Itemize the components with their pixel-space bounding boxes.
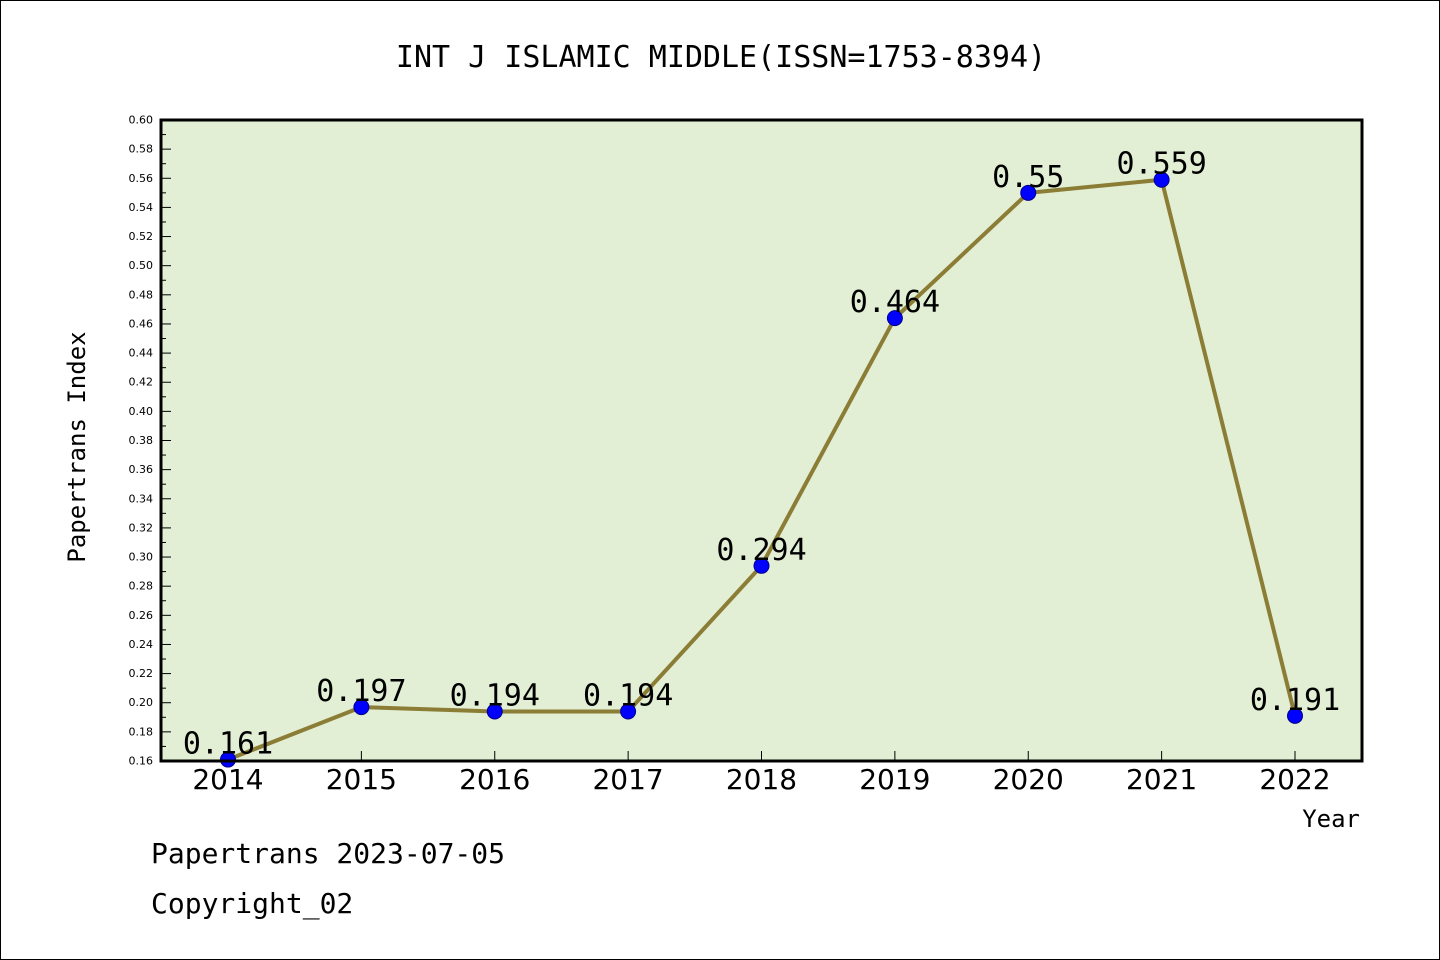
x-tick-label: 2017 (592, 763, 663, 796)
x-tick-label: 2020 (993, 763, 1064, 796)
y-tick-label: 0.30 (129, 551, 154, 564)
x-axis: 2014 2015 2016 2017 2018 2019 2020 2021 2022 (192, 751, 1331, 796)
data-label: 0.197 (316, 674, 406, 709)
plot-frame (159, 118, 1364, 763)
data-point (1020, 184, 1037, 201)
y-tick-label: 0.18 (129, 725, 154, 738)
y-tick-label: 0.40 (129, 405, 154, 418)
data-label: 0.161 (183, 727, 273, 762)
y-axis-label: Papertrans Index (63, 331, 91, 562)
y-tick-label: 0.58 (129, 143, 154, 156)
plot-area (161, 120, 1362, 761)
y-tick-label: 0.24 (129, 638, 154, 651)
y-tick-label: 0.38 (129, 434, 154, 447)
y-tick-label: 0.36 (129, 463, 154, 476)
y-tick-label: 0.50 (129, 259, 154, 272)
data-point (486, 703, 503, 720)
x-tick-label: 2022 (1259, 763, 1330, 796)
data-label: 0.191 (1250, 683, 1340, 718)
y-axis: 0.16 0.18 0.20 0.22 0.24 0.26 0.28 0.30 0.32 0.34… (129, 114, 171, 768)
data-point (753, 557, 770, 574)
footer-date: Papertrans 2023-07-05 (151, 837, 506, 870)
y-tick-label: 0.52 (129, 230, 154, 243)
y-tick-label: 0.28 (129, 580, 154, 593)
y-tick-label: 0.48 (129, 288, 154, 301)
y-tick-label: 0.22 (129, 667, 154, 680)
data-point (1287, 707, 1303, 724)
y-tick-label: 0.16 (129, 755, 154, 768)
y-tick-label: 0.26 (129, 609, 154, 622)
footer-copyright: Copyright_02 (151, 887, 354, 920)
chart-title: INT J ISLAMIC MIDDLE(ISSN=1753-8394) (396, 40, 1046, 75)
x-tick-label: 2016 (459, 763, 530, 796)
y-tick-label: 0.46 (129, 317, 154, 330)
data-point (353, 699, 370, 716)
data-point (620, 703, 637, 720)
y-tick-label: 0.34 (129, 492, 154, 505)
y-tick-label: 0.56 (129, 172, 154, 185)
x-tick-label: 2019 (859, 763, 930, 796)
y-tick-label: 0.20 (129, 696, 154, 709)
data-point (886, 310, 903, 327)
y-tick-label: 0.42 (129, 376, 154, 389)
data-label: 0.194 (450, 678, 540, 713)
x-tick-label: 2021 (1126, 763, 1197, 796)
x-axis-label: Year (1302, 805, 1360, 833)
y-tick-label: 0.44 (129, 347, 154, 360)
y-tick-label: 0.54 (129, 201, 154, 214)
data-label: 0.294 (716, 533, 806, 568)
data-label: 0.464 (850, 285, 940, 320)
x-tick-label: 2018 (726, 763, 797, 796)
data-label: 0.559 (1116, 147, 1206, 182)
series-layer: 0.161 0.197 0.194 0.194 0.294 0.464 0.55 0.559 0… (183, 147, 1340, 768)
data-label: 0.55 (992, 160, 1064, 195)
x-tick-label: 2014 (192, 763, 263, 796)
x-tick-label: 2015 (326, 763, 397, 796)
y-tick-label: 0.60 (129, 114, 154, 127)
y-tick-label: 0.32 (129, 521, 154, 534)
data-point (1153, 171, 1170, 188)
data-label: 0.194 (583, 678, 673, 713)
